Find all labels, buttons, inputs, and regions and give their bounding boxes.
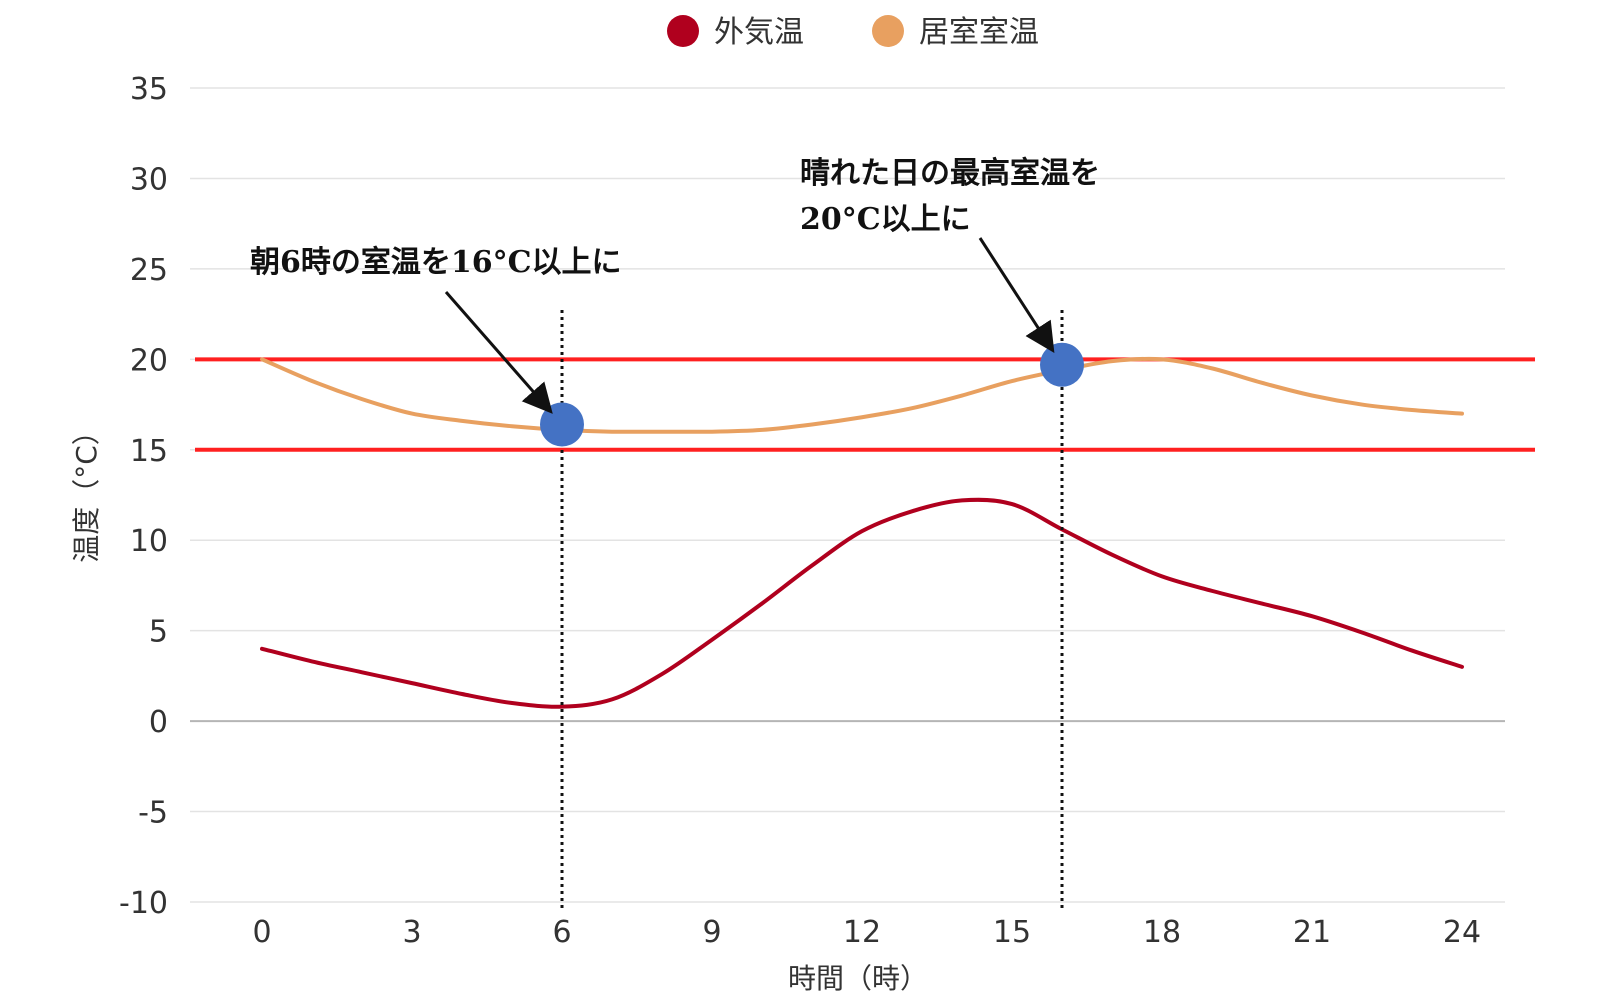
x-tick-label: 3 xyxy=(402,915,421,950)
x-tick-label: 21 xyxy=(1293,915,1331,950)
y-tick-label: 15 xyxy=(130,434,168,469)
y-tick-label: 5 xyxy=(149,615,168,650)
legend-swatch xyxy=(667,15,699,47)
reference-lines xyxy=(195,357,1535,452)
annotations: 朝6時の室温を16°C以上に 晴れた日の最高室温を 20°C以上に xyxy=(250,156,1100,414)
annotation-arrow xyxy=(444,291,553,414)
series-line-indoor xyxy=(260,356,1464,434)
annotation-text: 朝6時の室温を16°C以上に xyxy=(250,245,622,280)
y-tick-label: 30 xyxy=(130,162,168,197)
series-line-outdoor xyxy=(260,497,1464,709)
annotation-text: 晴れた日の最高室温を xyxy=(800,156,1100,191)
highlight-marker xyxy=(1040,342,1084,387)
x-axis-ticks: 0 3 6 9 12 15 18 21 24 xyxy=(252,915,1481,950)
x-tick-label: 0 xyxy=(252,915,271,950)
series-lines xyxy=(260,356,1464,709)
x-tick-label: 6 xyxy=(552,915,571,950)
y-tick-label: 0 xyxy=(149,705,168,740)
legend-label: 外気温 xyxy=(714,15,804,50)
x-tick-label: 15 xyxy=(993,915,1031,950)
y-tick-label: -5 xyxy=(138,796,168,831)
x-tick-label: 12 xyxy=(843,915,881,950)
legend-label: 居室室温 xyxy=(919,15,1039,50)
legend-swatch xyxy=(872,15,904,47)
y-tick-label: 25 xyxy=(130,253,168,288)
legend: 外気温 居室室温 xyxy=(667,15,1039,50)
y-axis-ticks: 35 30 25 20 15 10 5 0 -5 -10 xyxy=(119,72,168,921)
annotation-arrow xyxy=(978,237,1055,354)
x-tick-label: 9 xyxy=(702,915,721,950)
y-tick-label: 35 xyxy=(130,72,168,107)
y-tick-label: 10 xyxy=(130,524,168,559)
y-tick-label: -10 xyxy=(119,886,168,921)
annotation-text: 20°C以上に xyxy=(800,202,971,237)
vertical-dotted-lines xyxy=(560,310,1064,910)
y-axis-title: 温度（°C） xyxy=(70,417,103,563)
x-tick-label: 18 xyxy=(1143,915,1181,950)
x-axis-title: 時間（時） xyxy=(788,962,928,995)
x-tick-label: 24 xyxy=(1443,915,1481,950)
y-tick-label: 20 xyxy=(130,343,168,378)
